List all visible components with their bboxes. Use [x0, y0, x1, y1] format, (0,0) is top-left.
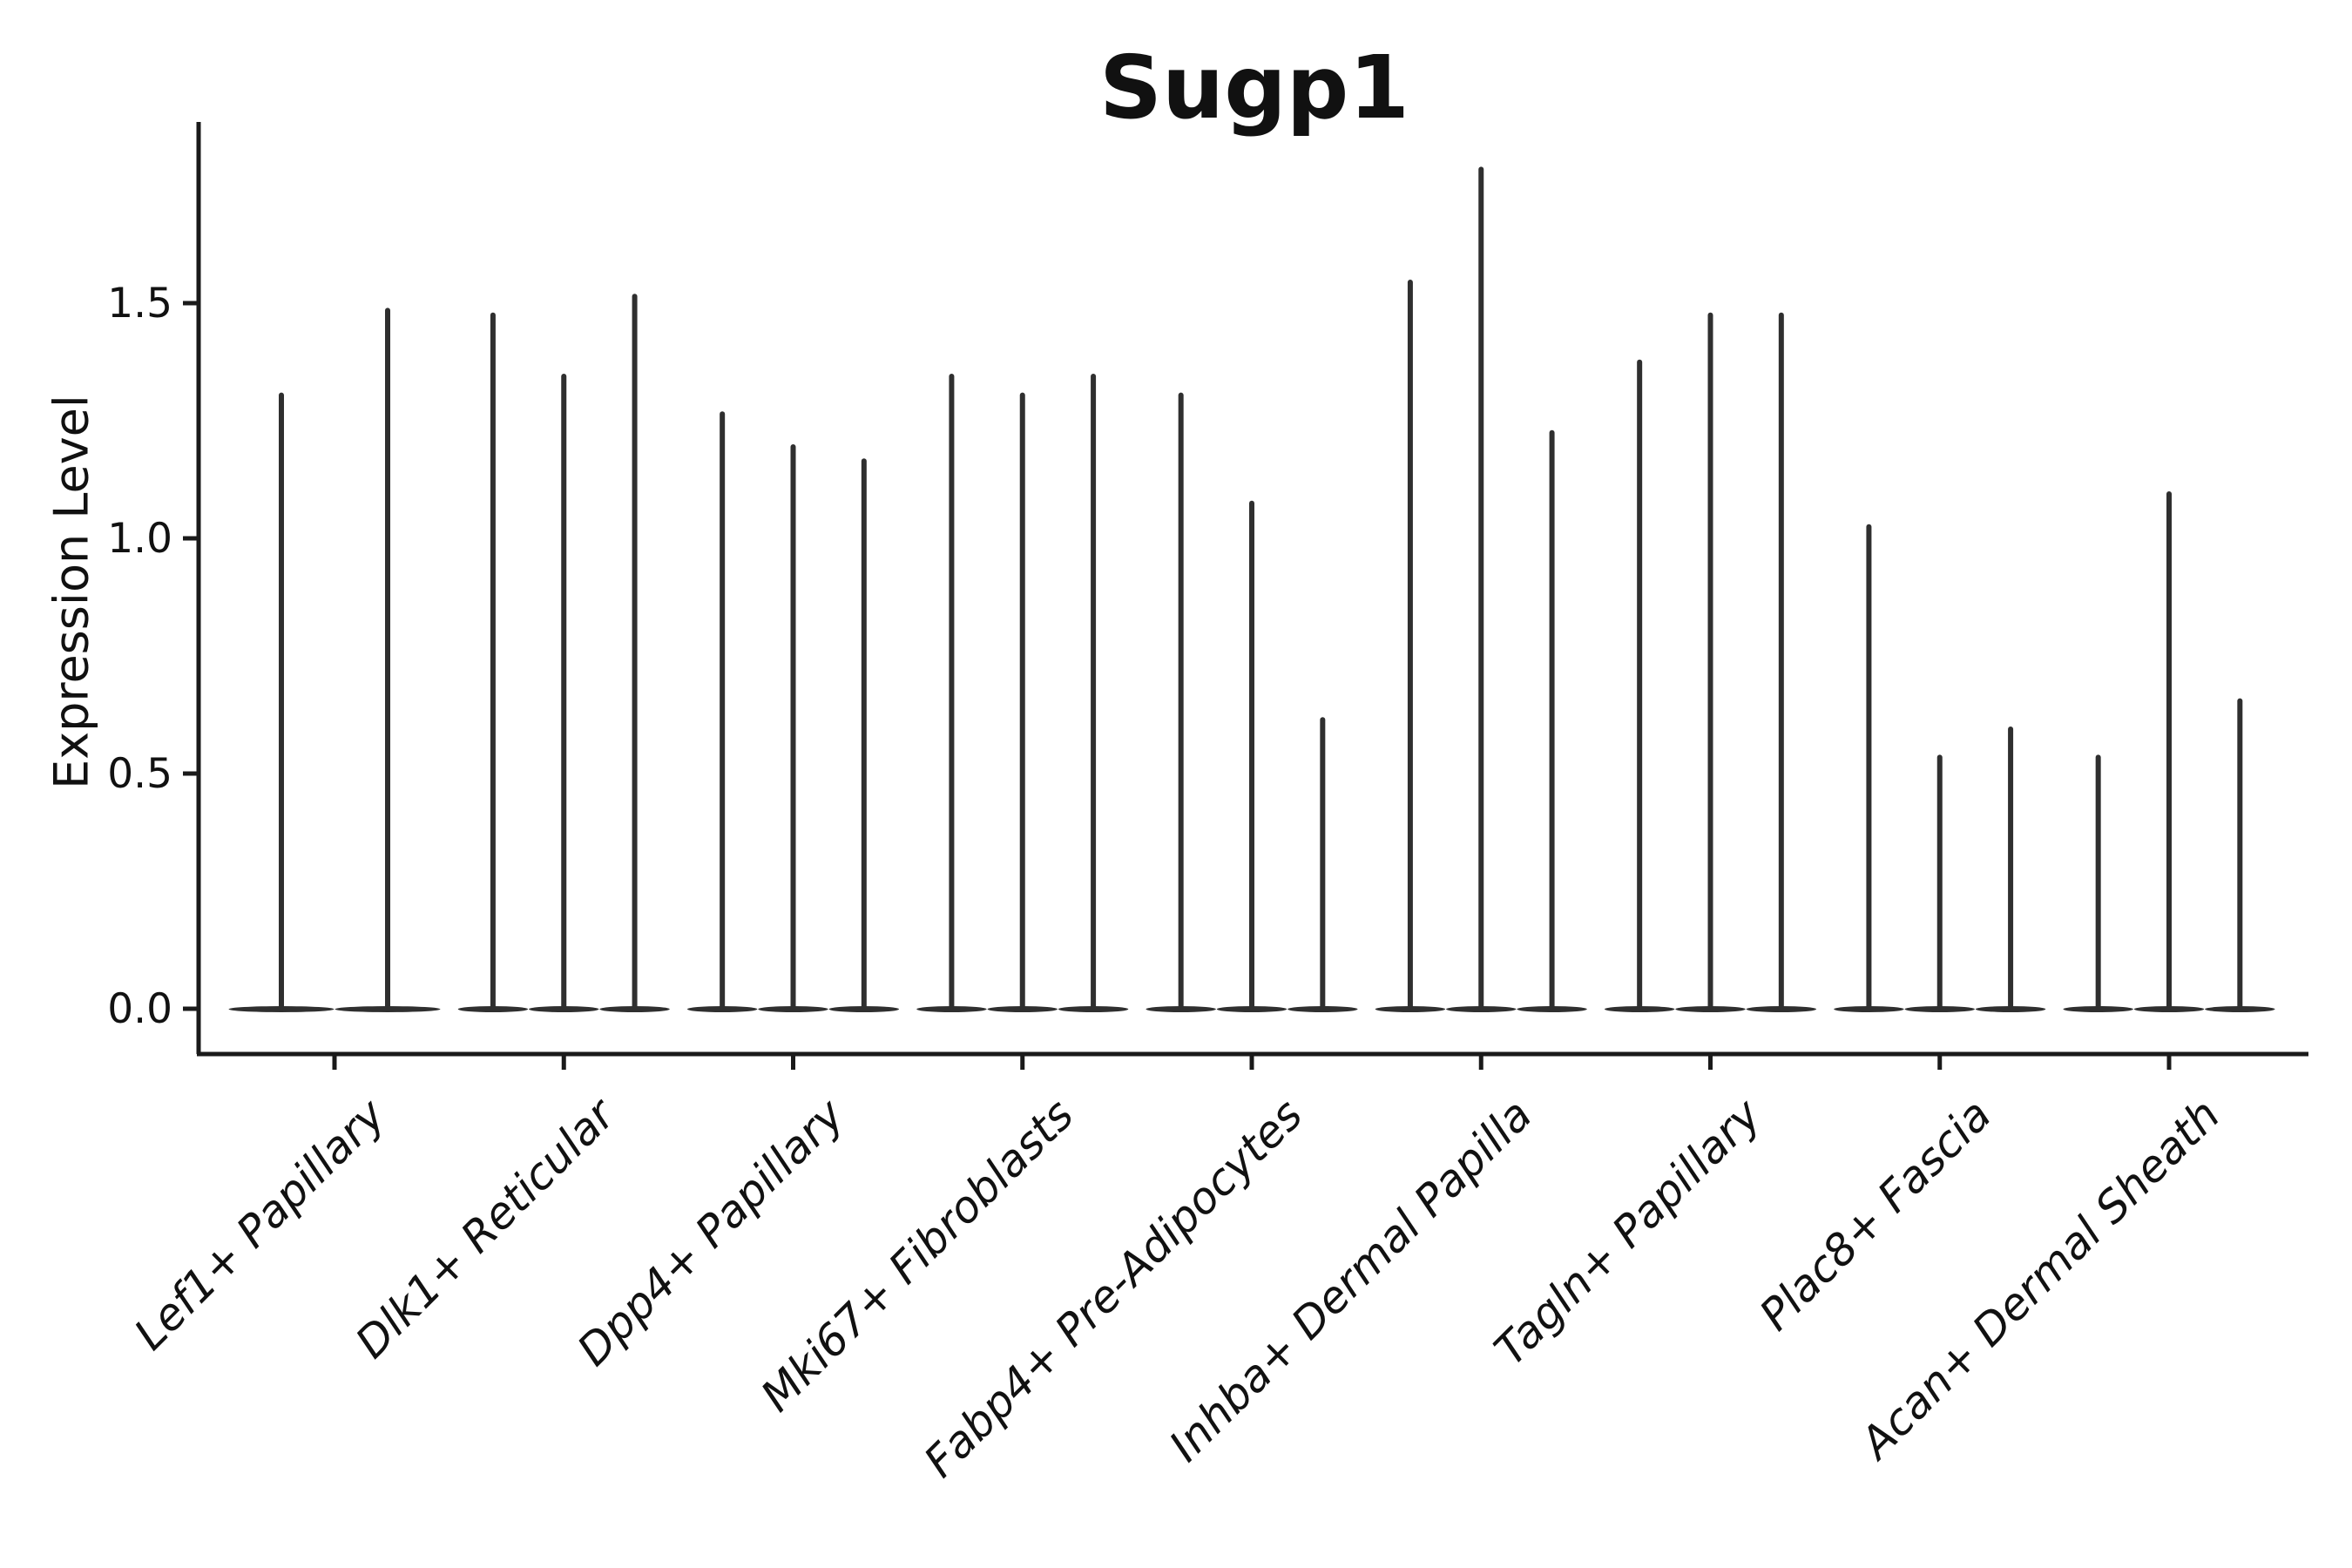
- violin-base: [1446, 1006, 1517, 1012]
- violin-base: [2063, 1006, 2133, 1012]
- violin-base: [228, 1006, 335, 1012]
- y-tick-label: 0.0: [107, 985, 172, 1033]
- violin-base: [916, 1006, 987, 1012]
- violin-base: [687, 1006, 758, 1012]
- violin-base: [1605, 1006, 1675, 1012]
- violin-base: [758, 1006, 828, 1012]
- y-tick-label: 0.5: [107, 750, 172, 798]
- violin-base: [1975, 1006, 2046, 1012]
- violin-base: [1517, 1006, 1587, 1012]
- violin-base: [987, 1006, 1058, 1012]
- violin-base: [1058, 1006, 1129, 1012]
- violin-base: [1216, 1006, 1288, 1012]
- chart-title: Sugp1: [1099, 37, 1409, 139]
- y-tick-label: 1.5: [107, 280, 172, 328]
- violin-base: [1675, 1006, 1746, 1012]
- violin-base: [529, 1006, 599, 1012]
- violin-base: [828, 1006, 899, 1012]
- violin-base: [1146, 1006, 1216, 1012]
- violin-base: [457, 1006, 529, 1012]
- violin-base: [1288, 1006, 1358, 1012]
- violin-base: [2133, 1006, 2205, 1012]
- violin-base: [1904, 1006, 1975, 1012]
- violin-base: [1746, 1006, 1816, 1012]
- violin-base: [599, 1006, 670, 1012]
- violin-base: [2205, 1006, 2275, 1012]
- violin-base: [335, 1006, 441, 1012]
- y-tick-label: 1.0: [107, 515, 172, 563]
- violin-base: [1834, 1006, 1904, 1012]
- violin-base: [1375, 1006, 1446, 1012]
